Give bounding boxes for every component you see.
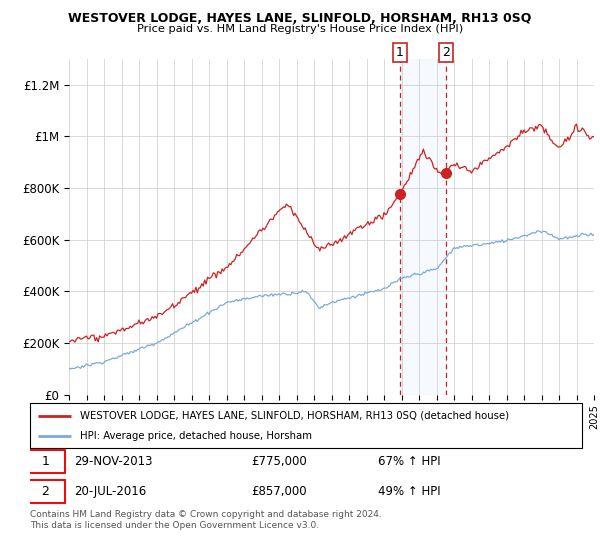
FancyBboxPatch shape bbox=[26, 479, 65, 503]
Text: 67% ↑ HPI: 67% ↑ HPI bbox=[378, 455, 440, 468]
FancyBboxPatch shape bbox=[26, 450, 65, 473]
Text: 20-JUL-2016: 20-JUL-2016 bbox=[74, 484, 146, 498]
Text: 2: 2 bbox=[41, 484, 49, 498]
Text: Price paid vs. HM Land Registry's House Price Index (HPI): Price paid vs. HM Land Registry's House … bbox=[137, 24, 463, 34]
Text: 29-NOV-2013: 29-NOV-2013 bbox=[74, 455, 152, 468]
Text: WESTOVER LODGE, HAYES LANE, SLINFOLD, HORSHAM, RH13 0SQ: WESTOVER LODGE, HAYES LANE, SLINFOLD, HO… bbox=[68, 12, 532, 25]
Text: £857,000: £857,000 bbox=[251, 484, 307, 498]
Text: 49% ↑ HPI: 49% ↑ HPI bbox=[378, 484, 440, 498]
Text: HPI: Average price, detached house, Horsham: HPI: Average price, detached house, Hors… bbox=[80, 431, 311, 441]
Bar bbox=[400, 59, 446, 395]
Text: Contains HM Land Registry data © Crown copyright and database right 2024.
This d: Contains HM Land Registry data © Crown c… bbox=[30, 510, 382, 530]
Text: 1: 1 bbox=[396, 46, 404, 59]
Text: £775,000: £775,000 bbox=[251, 455, 307, 468]
Text: 2: 2 bbox=[442, 46, 450, 59]
Text: 1: 1 bbox=[41, 455, 49, 468]
Text: WESTOVER LODGE, HAYES LANE, SLINFOLD, HORSHAM, RH13 0SQ (detached house): WESTOVER LODGE, HAYES LANE, SLINFOLD, HO… bbox=[80, 410, 509, 421]
